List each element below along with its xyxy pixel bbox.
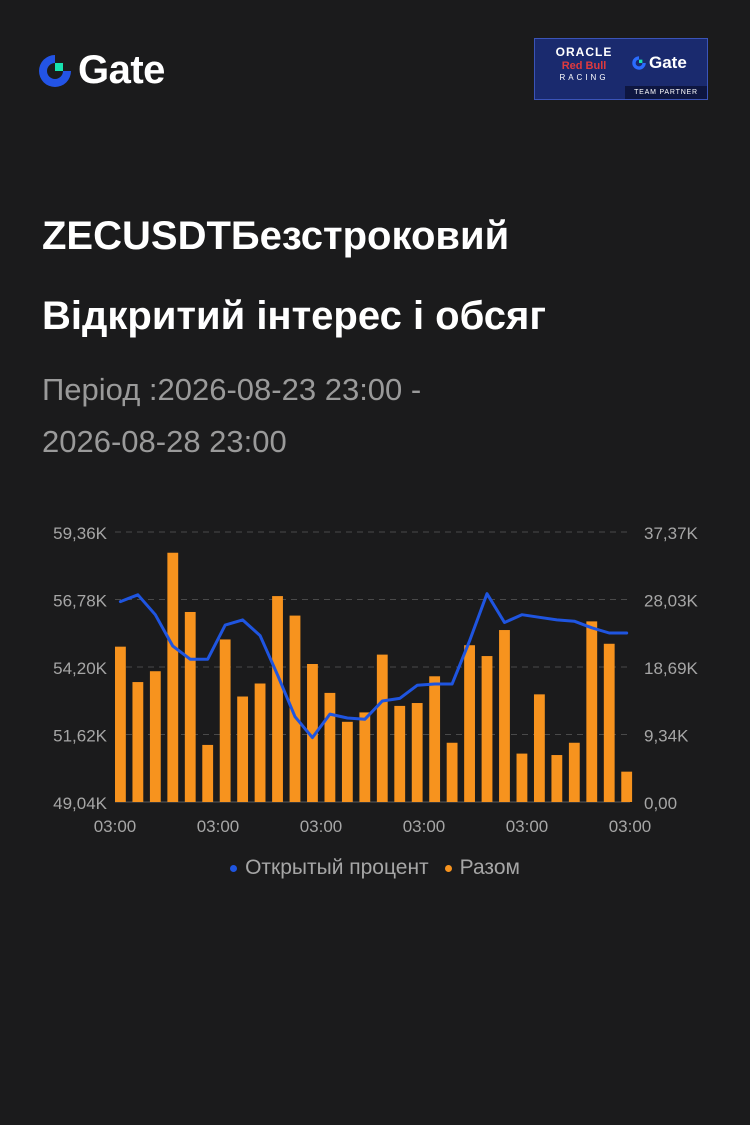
volume-bar xyxy=(376,654,388,802)
partner-racing-text: RACING xyxy=(559,73,609,82)
volume-bar xyxy=(115,646,126,802)
volume-bar xyxy=(568,742,580,802)
volume-bar xyxy=(533,694,545,802)
volume-bar xyxy=(499,630,510,802)
volume-bar xyxy=(394,705,406,802)
volume-bar xyxy=(307,664,318,802)
x-tick-label: 03:00 xyxy=(506,817,549,836)
y-right-tick-label: 9,34K xyxy=(644,727,689,746)
period-line-1: Період :2026-08-23 23:00 - xyxy=(42,372,422,407)
x-tick-label: 03:00 xyxy=(403,817,446,836)
y-right-tick-label: 18,69K xyxy=(644,659,699,678)
volume-bar xyxy=(586,621,598,802)
x-tick-label: 03:00 xyxy=(197,817,240,836)
y-left-tick-label: 56,78K xyxy=(53,592,108,611)
x-tick-label: 03:00 xyxy=(300,817,343,836)
y-left-tick-label: 54,20K xyxy=(53,659,108,678)
team-partner-label: TEAM PARTNER xyxy=(625,86,707,99)
volume-bar xyxy=(464,645,475,802)
period-text: Період :2026-08-23 23:00 - 2026-08-28 23… xyxy=(42,364,722,468)
volume-bar xyxy=(149,671,161,802)
volume-bar xyxy=(446,742,458,802)
brand-name: Gate xyxy=(78,48,165,92)
volume-bar xyxy=(341,721,353,802)
volume-bar xyxy=(167,552,179,802)
gate-small-icon xyxy=(632,56,646,70)
partner-redbull-text: Red Bull xyxy=(561,60,607,72)
volume-bar xyxy=(184,611,196,802)
racing-logo: ORACLE Red Bull RACING xyxy=(541,43,627,87)
partner-gate-logo: Gate xyxy=(631,53,687,73)
gate-logo-icon xyxy=(39,54,71,87)
volume-bar xyxy=(603,643,615,802)
y-right-tick-label: 37,37K xyxy=(644,524,699,543)
volume-bar xyxy=(324,692,336,802)
gate-logo: Gate xyxy=(36,48,165,93)
legend-dot-line xyxy=(230,864,238,872)
team-partner-badge: ORACLE Red Bull RACING Gate TEAM PARTNER xyxy=(534,38,708,100)
y-left-tick-label: 49,04K xyxy=(53,794,108,813)
volume-bar xyxy=(237,696,249,802)
y-left-tick-label: 59,36K xyxy=(53,524,108,543)
volume-bar xyxy=(254,683,266,802)
volume-bar xyxy=(411,703,423,802)
chart-legend: Открытый процент Разом xyxy=(0,856,750,880)
y-right-tick-label: 0,00 xyxy=(644,794,677,813)
volume-bar xyxy=(132,682,144,802)
x-tick-label: 03:00 xyxy=(94,817,137,836)
volume-bar xyxy=(551,755,563,802)
volume-bar xyxy=(359,712,371,802)
open-interest-line xyxy=(118,592,629,740)
legend-dot-bars xyxy=(444,864,452,872)
y-right-tick-label: 28,03K xyxy=(644,592,699,611)
volume-bar xyxy=(481,656,493,802)
legend-item-volume: Разом xyxy=(444,856,520,880)
volume-bar xyxy=(219,639,231,802)
legend-label-volume: Разом xyxy=(459,856,520,879)
title-line-2: Відкритий інтерес і обсяг xyxy=(42,294,547,338)
x-tick-label: 03:00 xyxy=(609,817,652,836)
volume-bar xyxy=(272,596,283,802)
volume-bar xyxy=(202,744,214,802)
title-line-1: ZECUSDTБезстроковий xyxy=(42,214,510,258)
volume-bar xyxy=(289,615,301,802)
legend-label-open-interest: Открытый процент xyxy=(245,856,429,879)
open-interest-volume-chart: 49,04K 0,00 51,62K 9,34K 54,20K 18,69K 56,78K 2… xyxy=(53,524,699,836)
period-line-2: 2026-08-28 23:00 xyxy=(42,424,287,459)
y-left-tick-label: 51,62K xyxy=(53,727,108,746)
partner-oracle-text: ORACLE xyxy=(555,45,613,59)
partner-gate-text: Gate xyxy=(649,53,687,72)
volume-bar xyxy=(429,676,441,802)
volume-bar xyxy=(516,753,528,802)
page-title: ZECUSDTБезстроковий Відкритий інтерес і … xyxy=(42,196,722,356)
legend-item-open-interest: Открытый процент xyxy=(230,856,429,880)
volume-bar xyxy=(621,771,633,802)
